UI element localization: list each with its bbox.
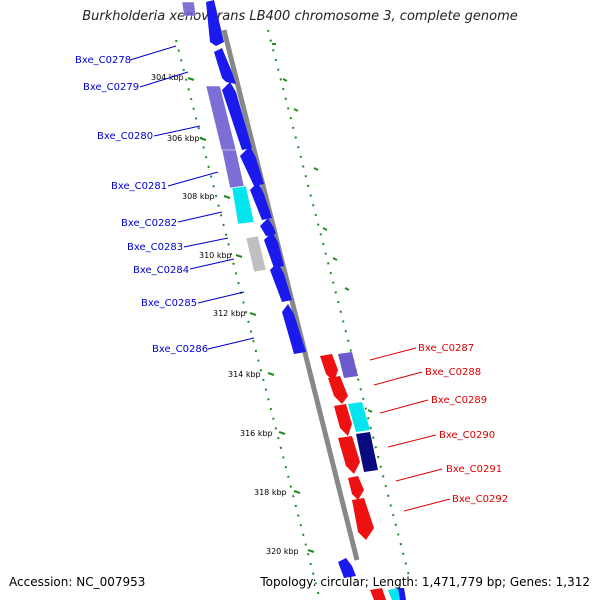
- gene-label-bxe-c0290[interactable]: Bxe_C0290: [439, 430, 495, 441]
- gene-feature: [348, 402, 370, 432]
- gene-label-bxe-c0292[interactable]: Bxe_C0292: [452, 494, 508, 505]
- gene-arrow: [240, 146, 264, 186]
- kbp-label: 310 kbp: [199, 251, 232, 260]
- gene-label-bxe-c0291[interactable]: Bxe_C0291: [446, 464, 502, 475]
- gene-arrow: [282, 304, 306, 354]
- gene-arrow: [370, 588, 386, 600]
- gene-feature: [245, 235, 267, 273]
- gene-label-bxe-c0283[interactable]: Bxe_C0283: [127, 242, 183, 253]
- kbp-label: 306 kbp: [167, 134, 200, 143]
- kbp-label: 312 kbp: [213, 309, 246, 318]
- gene-label-bxe-c0282[interactable]: Bxe_C0282: [121, 218, 177, 229]
- gene-feature: [181, 1, 197, 17]
- gene-feature: [338, 352, 358, 378]
- kbp-label: 314 kbp: [228, 370, 261, 379]
- kbp-label: 318 kbp: [254, 488, 287, 497]
- gene-feature: [231, 185, 255, 225]
- gene-feature: [221, 149, 245, 189]
- gene-label-bxe-c0287[interactable]: Bxe_C0287: [418, 343, 474, 354]
- gene-label-bxe-c0280[interactable]: Bxe_C0280: [97, 131, 153, 142]
- reverse-cds-features: [338, 352, 406, 600]
- gene-feature: [398, 588, 406, 600]
- gene-arrow: [328, 376, 348, 404]
- right-track-ticks: [272, 43, 373, 413]
- gene-arrow: [352, 498, 374, 540]
- gene-label-bxe-c0284[interactable]: Bxe_C0284: [133, 265, 189, 276]
- forward-callout-lines: [129, 45, 255, 350]
- cds-features-left-lane: [181, 1, 267, 273]
- gene-feature: [356, 432, 378, 472]
- gene-arrow: [264, 232, 284, 268]
- gene-label-bxe-c0281[interactable]: Bxe_C0281: [111, 181, 167, 192]
- gene-arrow: [222, 82, 252, 150]
- left-track-ticks: [187, 77, 315, 553]
- chromosome-backbone: [221, 29, 360, 561]
- gene-arrow: [338, 436, 360, 474]
- gene-arrow: [338, 558, 356, 578]
- gene-label-bxe-c0286[interactable]: Bxe_C0286: [152, 344, 208, 355]
- kbp-label: 304 kbp: [151, 73, 184, 82]
- gene-arrow: [214, 48, 236, 84]
- kbp-label: 308 kbp: [182, 192, 215, 201]
- gene-arrow: [320, 354, 338, 382]
- reverse-gene-labels: Bxe_C0287 Bxe_C0288 Bxe_C0289 Bxe_C0290 …: [418, 343, 508, 505]
- gene-label-bxe-c0288[interactable]: Bxe_C0288: [425, 367, 481, 378]
- gene-label-bxe-c0278[interactable]: Bxe_C0278: [75, 55, 131, 66]
- gene-label-bxe-c0289[interactable]: Bxe_C0289: [431, 395, 487, 406]
- position-labels: 304 kbp 306 kbp 308 kbp 310 kbp 312 kbp …: [151, 73, 299, 556]
- gene-arrow: [260, 218, 276, 236]
- genome-summary-text: Topology: circular; Length: 1,471,779 bp…: [260, 575, 590, 589]
- gene-label-bxe-c0285[interactable]: Bxe_C0285: [141, 298, 197, 309]
- reverse-gene-arrows: [320, 354, 386, 600]
- left-dotted-track: [175, 39, 321, 600]
- forward-gene-arrows: [206, 0, 356, 578]
- gene-arrow: [206, 0, 224, 46]
- kbp-label: 316 kbp: [240, 429, 273, 438]
- reverse-callout-lines: [369, 347, 451, 512]
- gene-arrow: [250, 182, 272, 220]
- gene-label-bxe-c0279[interactable]: Bxe_C0279: [83, 82, 139, 93]
- gene-arrow: [270, 262, 292, 302]
- gene-arrow: [334, 404, 352, 436]
- gene-arrow: [348, 476, 364, 500]
- accession-text: Accession: NC_007953: [9, 575, 146, 589]
- kbp-label: 320 kbp: [266, 547, 299, 556]
- forward-gene-labels: Bxe_C0278 Bxe_C0279 Bxe_C0280 Bxe_C0281 …: [75, 55, 208, 355]
